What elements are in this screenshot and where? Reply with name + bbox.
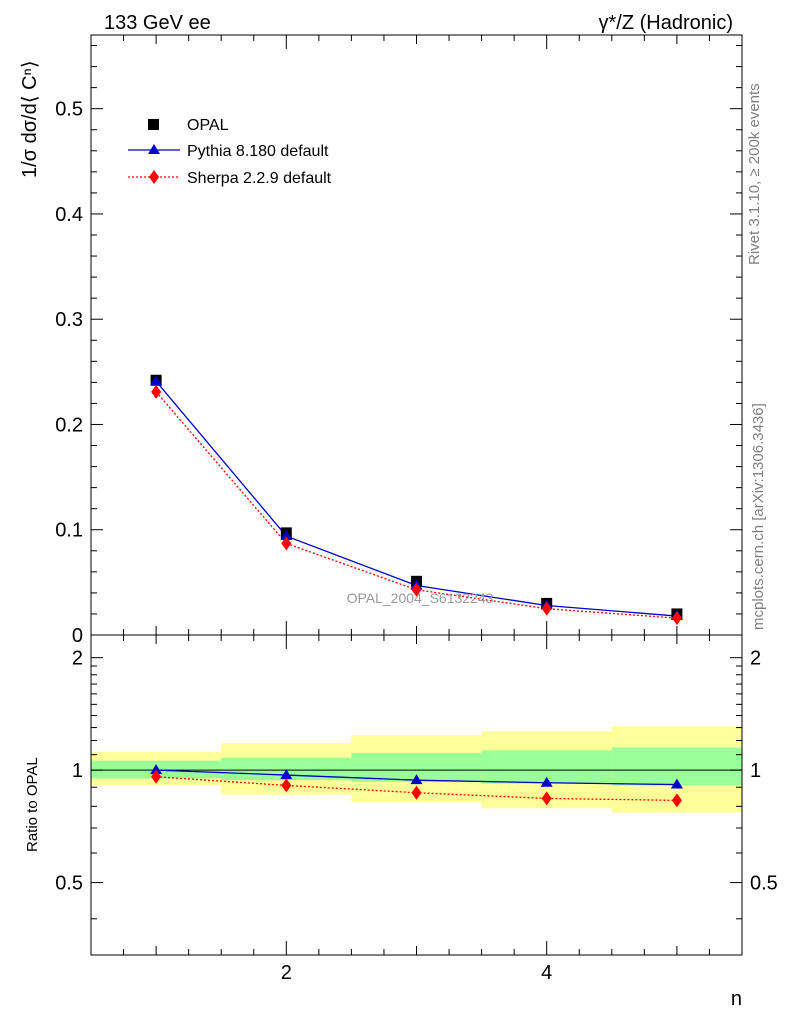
- ratio-y-tick-label-left: 2: [72, 648, 83, 670]
- ratio-pythia-point: [280, 769, 293, 780]
- ratio-frame: [90, 634, 743, 956]
- ratio-y-tick-label-left: 1: [72, 760, 83, 782]
- legend-label-opal: OPAL: [187, 117, 229, 134]
- sherpa-point: [151, 384, 162, 399]
- sherpa-point: [671, 611, 682, 626]
- ratio-pythia-point: [540, 776, 553, 787]
- main-y-tick-label: 0.1: [55, 520, 83, 542]
- rivet-label: Rivet 3.1.10, ≥ 200k events: [746, 83, 763, 265]
- main-y-tick-label: 0.2: [55, 414, 83, 436]
- ratio-inner-band: [221, 757, 352, 781]
- x-tick-label: 2: [281, 962, 292, 984]
- main-y-axis-label: 1/σ dσ/d⟨ Cⁿ⟩: [19, 60, 41, 178]
- ratio-y-tick-label-right: 1: [750, 760, 761, 782]
- sherpa-point: [281, 536, 292, 551]
- legend-label-sherpa: Sherpa 2.2.9 default: [187, 170, 332, 187]
- ratio-y-tick-label-right: 0.5: [750, 873, 778, 895]
- legend: OPAL Pythia 8.180 default Sherpa 2.2.9 d…: [128, 117, 332, 187]
- ratio-sherpa-point: [411, 785, 422, 800]
- mcplots-label: mcplots.cern.ch [arXiv:1306.3436]: [750, 403, 767, 630]
- ratio-sherpa-point: [671, 793, 682, 808]
- sherpa-line: [155, 391, 677, 619]
- analysis-watermark: OPAL_2004_S6132243: [347, 590, 494, 606]
- sherpa-point: [541, 601, 552, 616]
- legend-label-pythia: Pythia 8.180 default: [187, 143, 329, 160]
- ratio-pythia-point: [670, 778, 683, 789]
- main-panel: 0 0.1 0.2 0.3 0.4 0.5 OPAL_2004_S6132243 1/σ …: [19, 34, 743, 647]
- x-axis-label: n: [731, 988, 742, 1010]
- ratio-pythia-point: [410, 774, 423, 785]
- header-right-label: γ*/Z (Hadronic): [599, 12, 733, 34]
- ratio-pythia-point: [150, 764, 163, 775]
- main-y-tick-label: 0.5: [55, 99, 83, 121]
- main-y-tick-label: 0.3: [55, 309, 83, 331]
- ratio-sherpa-point: [151, 769, 162, 784]
- main-y-tick-label: 0.4: [55, 204, 83, 226]
- main-y-tick-label: 0: [72, 625, 83, 647]
- x-tick-label: 4: [541, 962, 552, 984]
- pythia-point: [280, 530, 293, 541]
- ratio-y-axis-label: Ratio to OPAL: [24, 757, 41, 852]
- ratio-sherpa-point: [541, 791, 552, 806]
- ratio-y-tick-label-right: 2: [750, 648, 761, 670]
- ratio-panel: 0.5 0.5 1 1 2 2 2 4 Ratio to OPAL n: [24, 634, 778, 1010]
- legend-marker-opal: [148, 119, 159, 130]
- legend-marker-sherpa: [149, 170, 159, 184]
- pythia-point: [150, 375, 163, 386]
- legend-marker-pythia: [148, 144, 160, 154]
- header-left-label: 133 GeV ee: [104, 12, 211, 34]
- sherpa-point: [411, 582, 422, 597]
- ratio-y-tick-label-left: 0.5: [55, 873, 83, 895]
- ratio-sherpa-point: [281, 778, 292, 793]
